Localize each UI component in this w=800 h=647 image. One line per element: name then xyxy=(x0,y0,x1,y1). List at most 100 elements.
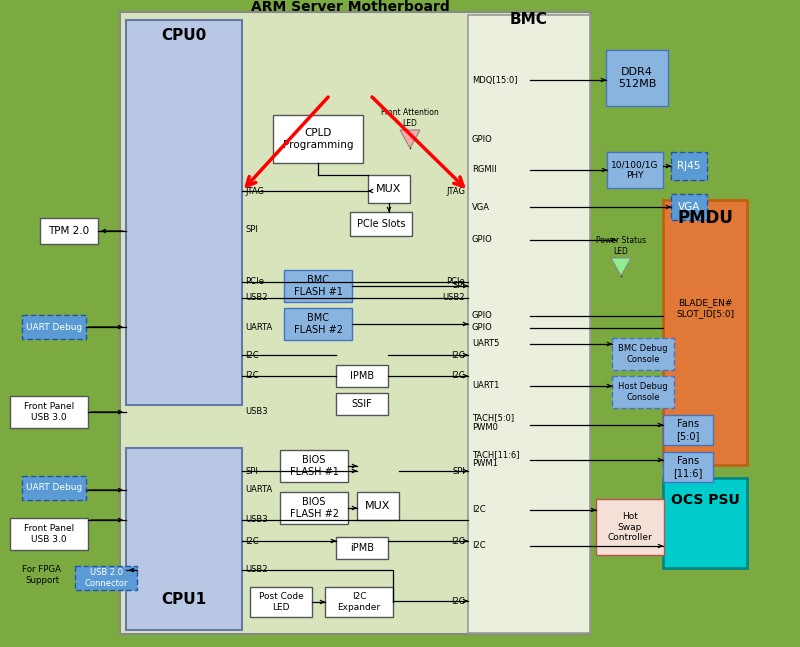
Text: UART5: UART5 xyxy=(472,340,499,349)
Text: UARTA: UARTA xyxy=(245,322,272,331)
Text: USB3: USB3 xyxy=(245,408,268,417)
Text: MDQ[15:0]: MDQ[15:0] xyxy=(472,76,518,85)
Text: TPM 2.0: TPM 2.0 xyxy=(49,226,90,236)
Text: TACH[5:0]: TACH[5:0] xyxy=(472,413,514,422)
Text: GPIO: GPIO xyxy=(472,324,493,333)
Bar xyxy=(325,587,393,617)
Text: UARTA: UARTA xyxy=(245,485,272,494)
Text: Fans
[11:6]: Fans [11:6] xyxy=(674,456,702,477)
Text: BMC: BMC xyxy=(510,12,548,28)
Text: I2C: I2C xyxy=(245,371,258,380)
Text: Hot
Swap
Controller: Hot Swap Controller xyxy=(608,512,652,542)
Bar xyxy=(663,415,713,445)
Text: GPIO: GPIO xyxy=(472,236,493,245)
Bar xyxy=(120,12,590,634)
Text: PWM1: PWM1 xyxy=(472,459,498,468)
Bar xyxy=(663,200,747,465)
Text: UART Debug: UART Debug xyxy=(26,322,82,331)
Text: BMC
FLASH #1: BMC FLASH #1 xyxy=(294,275,342,297)
Text: DDR4
512MB: DDR4 512MB xyxy=(618,67,656,89)
Text: BMC Debug
Console: BMC Debug Console xyxy=(618,344,668,364)
Text: Fans
[5:0]: Fans [5:0] xyxy=(676,419,700,441)
Text: CPU1: CPU1 xyxy=(162,593,206,608)
Text: UART Debug: UART Debug xyxy=(26,483,82,492)
Text: I2C: I2C xyxy=(451,597,465,606)
Text: BIOS
FLASH #1: BIOS FLASH #1 xyxy=(290,455,338,477)
Text: Front Attention
LED: Front Attention LED xyxy=(381,108,439,127)
Bar xyxy=(663,452,713,482)
Text: I2C
Expander: I2C Expander xyxy=(338,592,381,611)
Bar xyxy=(607,152,663,188)
Polygon shape xyxy=(400,130,420,148)
Text: JTAG: JTAG xyxy=(446,186,465,195)
Bar xyxy=(336,393,388,415)
Bar xyxy=(126,448,242,630)
Text: JTAG: JTAG xyxy=(245,186,264,195)
Text: I2C: I2C xyxy=(451,536,465,545)
Text: OCS PSU: OCS PSU xyxy=(670,493,739,507)
Bar xyxy=(280,450,348,482)
Text: 10/100/1G
PHY: 10/100/1G PHY xyxy=(611,160,658,180)
Bar xyxy=(10,518,88,550)
Text: PCIe: PCIe xyxy=(245,278,264,287)
Text: USB2: USB2 xyxy=(245,565,267,575)
Bar xyxy=(606,50,668,106)
Polygon shape xyxy=(611,258,631,276)
Bar xyxy=(596,499,664,555)
Text: I2C: I2C xyxy=(245,351,258,360)
Bar xyxy=(612,338,674,370)
Bar xyxy=(10,396,88,428)
Text: GPIO: GPIO xyxy=(472,311,493,320)
Text: I2C: I2C xyxy=(472,505,486,514)
Text: I2C: I2C xyxy=(472,542,486,551)
Text: VGA: VGA xyxy=(678,202,700,212)
Text: BIOS
FLASH #2: BIOS FLASH #2 xyxy=(290,497,338,519)
Bar xyxy=(284,270,352,302)
Text: SPI: SPI xyxy=(452,281,465,291)
Bar xyxy=(671,152,707,180)
Text: PCIe: PCIe xyxy=(446,278,465,287)
Text: PCIe Slots: PCIe Slots xyxy=(357,219,406,229)
Text: SPI: SPI xyxy=(452,466,465,476)
Bar xyxy=(350,212,412,236)
Bar xyxy=(368,175,410,203)
Text: GPIO: GPIO xyxy=(472,135,493,144)
Text: VGA: VGA xyxy=(472,203,490,212)
Bar xyxy=(126,20,242,405)
Text: For FPGA
Support: For FPGA Support xyxy=(22,565,62,585)
Text: USB2: USB2 xyxy=(245,294,267,303)
Text: I2C: I2C xyxy=(451,351,465,360)
Text: USB3: USB3 xyxy=(245,516,268,525)
Text: USB2: USB2 xyxy=(442,294,465,303)
Text: SPI: SPI xyxy=(245,466,258,476)
Text: Front Panel
USB 3.0: Front Panel USB 3.0 xyxy=(24,402,74,422)
Bar xyxy=(40,218,98,244)
Bar xyxy=(336,537,388,559)
Bar xyxy=(280,492,348,524)
Text: I2C: I2C xyxy=(451,371,465,380)
Text: Host Debug
Console: Host Debug Console xyxy=(618,382,668,402)
Text: CPLD
Programming: CPLD Programming xyxy=(282,128,354,150)
Bar xyxy=(357,492,399,520)
Bar xyxy=(22,476,86,500)
Bar xyxy=(250,587,312,617)
Text: TACH[11:6]: TACH[11:6] xyxy=(472,450,519,459)
Text: USB 2.0
Connector: USB 2.0 Connector xyxy=(84,568,128,587)
Text: SSIF: SSIF xyxy=(352,399,372,409)
Bar xyxy=(612,376,674,408)
Bar xyxy=(336,365,388,387)
Text: RGMII: RGMII xyxy=(472,166,497,175)
Text: MUX: MUX xyxy=(376,184,402,194)
Text: ARM Server Motherboard: ARM Server Motherboard xyxy=(250,0,450,14)
Text: Post Code
LED: Post Code LED xyxy=(258,592,303,611)
Bar xyxy=(663,478,747,568)
Text: iPMB: iPMB xyxy=(350,543,374,553)
Bar xyxy=(75,566,137,590)
Bar xyxy=(468,15,590,633)
Text: BMC
FLASH #2: BMC FLASH #2 xyxy=(294,313,342,334)
Text: PWM0: PWM0 xyxy=(472,424,498,432)
Text: I2C: I2C xyxy=(245,536,258,545)
Bar xyxy=(273,115,363,163)
Text: IPMB: IPMB xyxy=(350,371,374,381)
Text: PMDU: PMDU xyxy=(677,209,733,227)
